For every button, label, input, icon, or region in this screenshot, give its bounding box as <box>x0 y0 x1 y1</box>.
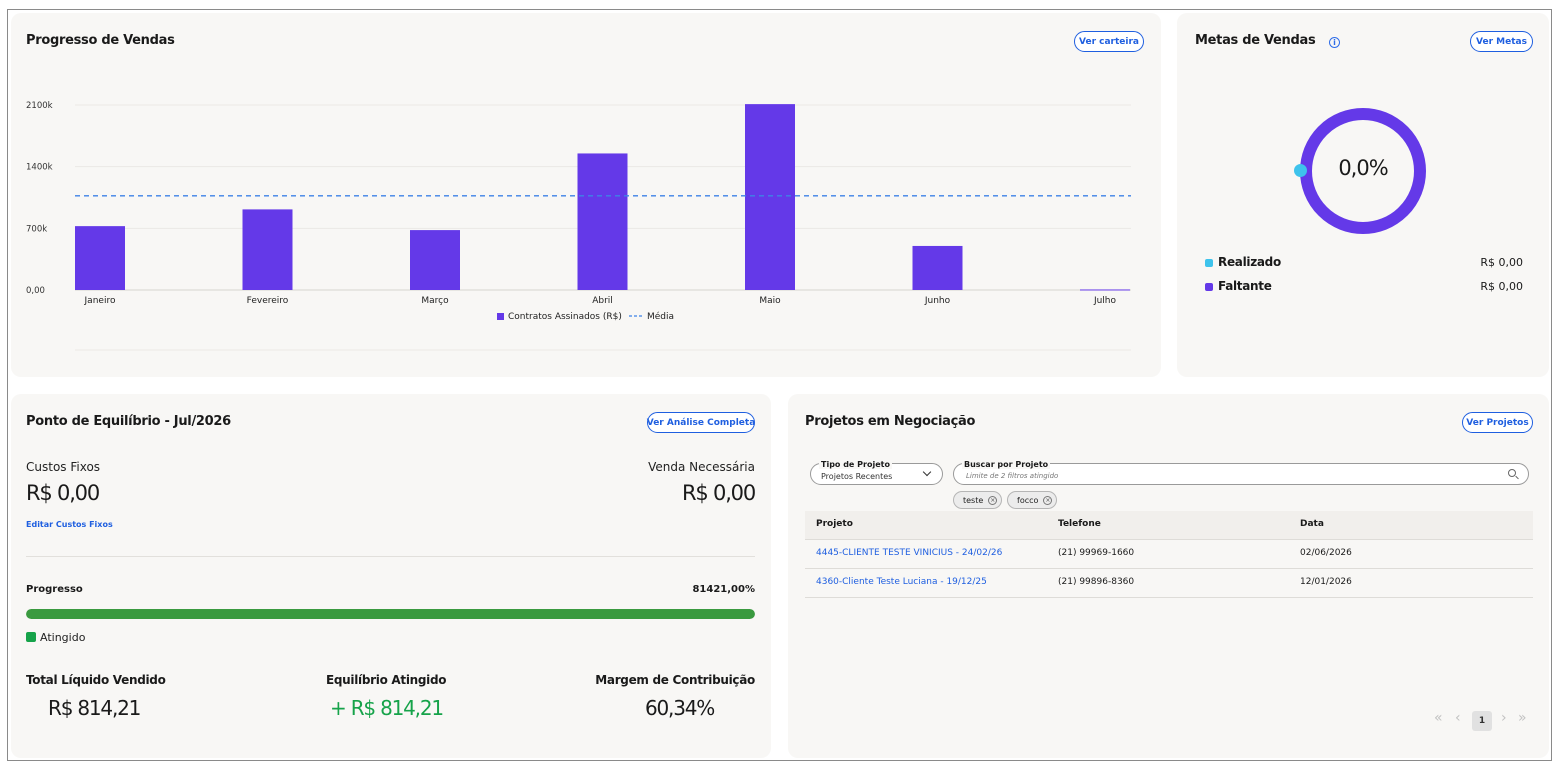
bar-maio <box>745 104 795 290</box>
x-tick-label: Janeiro <box>84 296 116 306</box>
project-date: 02/06/2026 <box>1300 548 1352 558</box>
column-header-phone[interactable]: Telefone <box>1058 519 1101 529</box>
progress-label: Progresso <box>26 584 83 595</box>
filter-chip-label: focco <box>1017 495 1039 505</box>
x-tick-label: Junho <box>924 296 951 306</box>
view-portfolio-button[interactable]: Ver carteira <box>1074 31 1144 52</box>
net-sold-value: R$ 814,21 <box>48 696 141 720</box>
legend-swatch-contracts <box>497 313 504 320</box>
equilibrium-value: + R$ 814,21 <box>330 696 444 720</box>
column-header-project[interactable]: Projeto <box>816 519 853 529</box>
bar-janeiro <box>75 226 125 290</box>
y-tick-label: 0,00 <box>26 286 45 296</box>
legend-achieved: Realizado R$ 0,00 <box>1205 255 1523 271</box>
x-tick-label: Maio <box>759 296 781 306</box>
sales-progress-card: Progresso de Vendas Ver carteira 0,00 700… <box>11 13 1161 377</box>
bar-fevereiro <box>242 209 293 290</box>
x-tick-label: Março <box>421 296 449 306</box>
project-phone: (21) 99969-1660 <box>1058 548 1135 558</box>
bar-março <box>410 230 460 290</box>
view-full-analysis-button[interactable]: Ver Análise Completa <box>647 412 755 433</box>
margin-value: 60,34% <box>645 696 715 720</box>
goals-percentage: 0,0% <box>1338 156 1388 180</box>
prev-page-icon[interactable]: ‹ <box>1455 710 1461 726</box>
table-header <box>805 511 1533 539</box>
sales-goals-card: Metas de Vendas i Ver Metas 0,0% Realiza… <box>1177 13 1549 377</box>
table-divider <box>805 597 1533 598</box>
info-circle-icon[interactable]: i <box>1329 37 1340 48</box>
column-header-date[interactable]: Data <box>1300 519 1324 529</box>
sales-goals-title: Metas de Vendas <box>1195 33 1316 48</box>
filter-chip-focco[interactable]: focco × <box>1007 491 1058 509</box>
edit-fixed-costs-link[interactable]: Editar Custos Fixos <box>26 520 113 529</box>
projects-card: Projetos em Negociação Ver Projetos Proj… <box>788 394 1549 758</box>
legend-remaining: Faltante R$ 0,00 <box>1205 279 1523 295</box>
legend-label-remaining: Faltante <box>1218 279 1272 293</box>
search-placeholder: Limite de 2 filtros atingido <box>966 472 1059 480</box>
filter-chip-label: teste <box>963 495 984 505</box>
legend-value-achieved: R$ 0,00 <box>1480 256 1523 269</box>
x-tick-label: Abril <box>592 296 613 306</box>
progress-bar-fill <box>26 609 755 619</box>
filter-chip-teste[interactable]: teste × <box>953 491 1003 509</box>
section-divider <box>26 556 755 557</box>
reached-swatch <box>26 632 36 642</box>
progress-bar <box>26 609 755 619</box>
required-sales-label: Venda Necessária <box>648 460 755 474</box>
project-link[interactable]: 4360-Cliente Teste Luciana - 19/12/25 <box>816 577 987 587</box>
search-icon[interactable] <box>1508 469 1516 477</box>
view-projects-button[interactable]: Ver Projetos <box>1462 412 1533 433</box>
donut-marker-achieved <box>1294 164 1307 177</box>
next-page-icon[interactable]: › <box>1501 710 1507 726</box>
project-type-label: Tipo de Projeto <box>819 460 892 469</box>
project-search-input[interactable]: Limite de 2 filtros atingido <box>953 463 1529 485</box>
close-icon[interactable]: × <box>1043 495 1053 505</box>
project-link[interactable]: 4445-CLIENTE TESTE VINICIUS - 24/02/26 <box>816 548 1003 558</box>
legend-swatch-remaining <box>1205 283 1213 291</box>
bar-junho <box>912 245 963 290</box>
first-page-icon[interactable]: « <box>1434 710 1443 726</box>
last-page-icon[interactable]: » <box>1518 710 1527 726</box>
y-tick-label: 2100k <box>26 101 53 111</box>
break-even-card: Ponto de Equilíbrio - Jul/2026 Ver Análi… <box>11 394 771 758</box>
reached-label: Atingido <box>40 631 86 644</box>
margin-label: Margem de Contribuição <box>595 673 755 687</box>
legend-label-achieved: Realizado <box>1218 255 1281 269</box>
page-number-button[interactable]: 1 <box>1472 711 1492 731</box>
net-sold-label: Total Líquido Vendido <box>26 673 166 687</box>
legend-value-remaining: R$ 0,00 <box>1480 280 1523 293</box>
required-sales-value: R$ 0,00 <box>682 481 756 505</box>
y-tick-label: 700k <box>26 224 47 234</box>
project-phone: (21) 99896-8360 <box>1058 577 1135 587</box>
y-tick-label: 1400k <box>26 163 53 173</box>
sales-progress-title: Progresso de Vendas <box>26 33 175 48</box>
fixed-costs-value: R$ 0,00 <box>26 481 100 505</box>
bar-abril <box>577 153 628 290</box>
progress-value: 81421,00% <box>692 584 755 595</box>
view-goals-button[interactable]: Ver Metas <box>1470 31 1533 52</box>
x-tick-label: Julho <box>1093 296 1117 306</box>
project-date: 12/01/2026 <box>1300 577 1352 587</box>
sales-bar-chart: 0,00 700k 1400k 2100k Janeiro Fevereiro Março A… <box>26 101 1131 351</box>
equilibrium-label: Equilíbrio Atingido <box>326 673 447 687</box>
legend-label-average: Média <box>647 311 674 322</box>
legend-swatch-achieved <box>1205 259 1213 267</box>
fixed-costs-label: Custos Fixos <box>26 460 101 474</box>
table-divider <box>805 568 1533 569</box>
project-type-value: Projetos Recentes <box>821 472 893 481</box>
x-tick-label: Fevereiro <box>247 296 289 306</box>
goals-donut-chart: 0,0% <box>1294 108 1426 234</box>
search-label: Buscar por Projeto <box>962 460 1051 469</box>
projects-title: Projetos em Negociação <box>805 414 976 429</box>
chevron-down-icon <box>922 467 932 477</box>
legend-label-contracts: Contratos Assinados (R$) <box>508 312 622 322</box>
close-icon[interactable]: × <box>988 495 998 505</box>
table-divider <box>805 539 1533 540</box>
bar-julho <box>1080 289 1130 291</box>
break-even-title: Ponto de Equilíbrio - Jul/2026 <box>26 414 231 429</box>
